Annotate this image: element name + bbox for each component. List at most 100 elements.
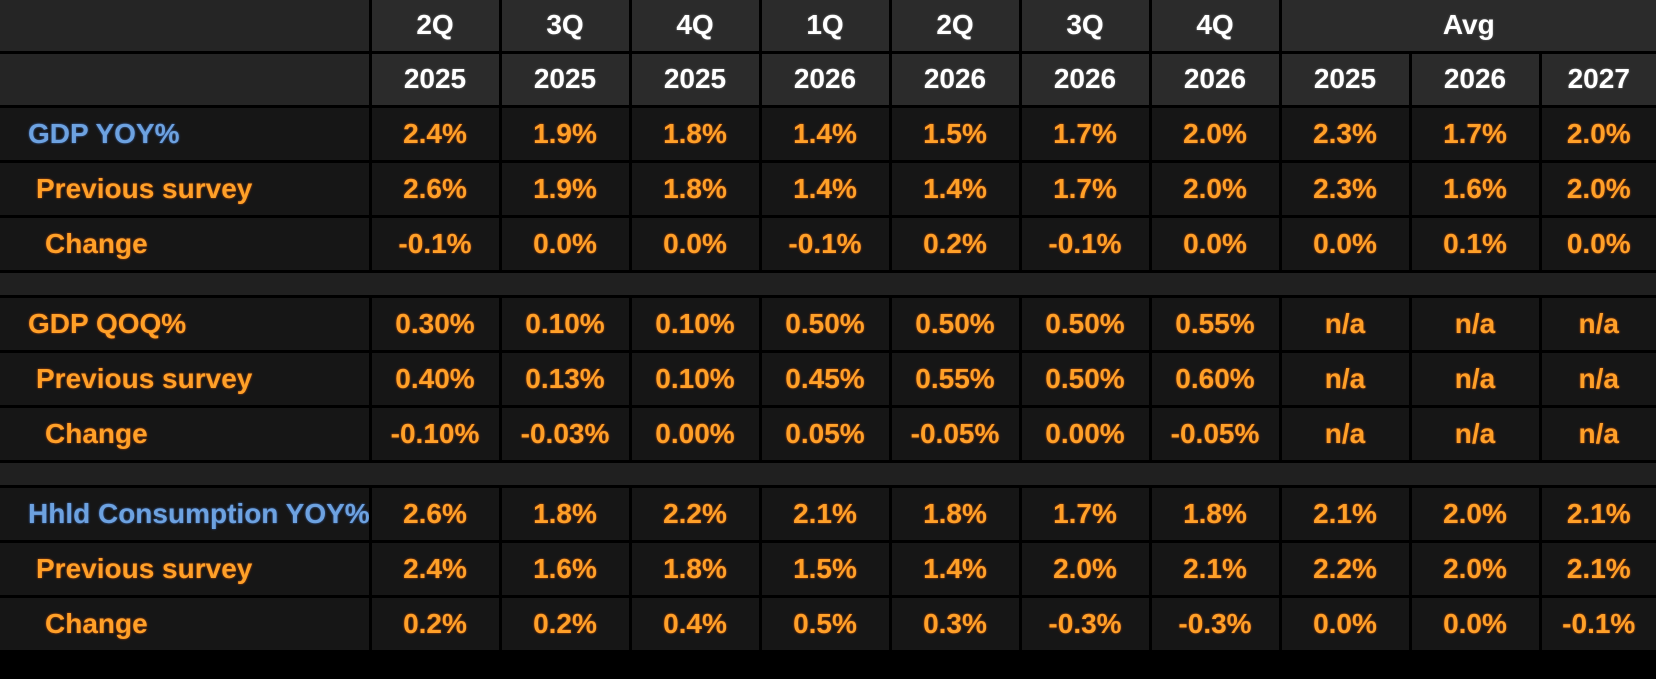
value-cell: 1.7% — [1018, 104, 1152, 163]
value-cell: -0.3% — [1018, 594, 1152, 653]
value-cell: 2.3% — [1278, 104, 1412, 163]
table-row: GDP YOY% 2.4% 1.9% 1.8% 1.4% 1.5% 1.7% 2.0% 2.3%… — [0, 104, 1656, 163]
table-header: 2Q 3Q 4Q 1Q 2Q 3Q 4Q Avg 2025 2025 2025 2026 2026 202… — [0, 0, 1656, 108]
value-cell: 0.0% — [1408, 594, 1542, 653]
value-cell: 1.7% — [1018, 159, 1152, 218]
row-label: Previous survey — [0, 539, 372, 598]
value-cell: 0.2% — [498, 594, 632, 653]
value-cell: 1.8% — [888, 484, 1022, 543]
value-cell: n/a — [1408, 349, 1542, 408]
value-cell: 2.6% — [368, 484, 502, 543]
year-header-cell: 2026 — [1018, 50, 1152, 108]
quarter-header-cell: 2Q — [368, 0, 502, 54]
value-cell: n/a — [1408, 294, 1542, 353]
value-cell: 1.6% — [1408, 159, 1542, 218]
value-cell: 0.55% — [888, 349, 1022, 408]
row-label-link[interactable]: GDP YOY% — [0, 104, 372, 163]
quarter-header-row: 2Q 3Q 4Q 1Q 2Q 3Q 4Q Avg — [0, 0, 1656, 54]
value-cell: -0.05% — [1148, 404, 1282, 463]
year-header-cell: 2025 — [498, 50, 632, 108]
value-cell: 0.10% — [498, 294, 632, 353]
value-cell: 0.0% — [628, 214, 762, 273]
value-cell: 2.2% — [1278, 539, 1412, 598]
section-gap-cell — [0, 459, 1656, 488]
value-cell: 0.45% — [758, 349, 892, 408]
value-cell: 1.9% — [498, 159, 632, 218]
value-cell: 1.6% — [498, 539, 632, 598]
row-label: Change — [0, 214, 372, 273]
value-cell: 0.10% — [628, 349, 762, 408]
value-cell: 0.40% — [368, 349, 502, 408]
row-label: Previous survey — [0, 349, 372, 408]
value-cell: -0.10% — [368, 404, 502, 463]
value-cell: 0.0% — [498, 214, 632, 273]
value-cell: n/a — [1278, 349, 1412, 408]
value-cell: 0.50% — [758, 294, 892, 353]
value-cell: 2.1% — [1278, 484, 1412, 543]
value-cell: 1.8% — [1148, 484, 1282, 543]
forecast-table: 2Q 3Q 4Q 1Q 2Q 3Q 4Q Avg 2025 2025 2025 2026 2026 202… — [0, 0, 1656, 653]
quarter-header-cell: 4Q — [628, 0, 762, 54]
year-header-cell: 2026 — [888, 50, 1022, 108]
year-header-cell: 2026 — [1148, 50, 1282, 108]
value-cell: 1.8% — [498, 484, 632, 543]
avg-header-cell: Avg — [1278, 0, 1656, 54]
value-cell: 0.0% — [1538, 214, 1656, 273]
value-cell: 1.8% — [628, 159, 762, 218]
row-label-link[interactable]: Hhld Consumption YOY% — [0, 484, 372, 543]
value-cell: 2.0% — [1018, 539, 1152, 598]
value-cell: 0.3% — [888, 594, 1022, 653]
table-row: Change -0.1% 0.0% 0.0% -0.1% 0.2% -0.1% 0.0% 0.0… — [0, 214, 1656, 273]
value-cell: 2.4% — [368, 539, 502, 598]
value-cell: 0.0% — [1148, 214, 1282, 273]
header-corner-cell — [0, 50, 372, 108]
value-cell: 1.4% — [758, 104, 892, 163]
value-cell: -0.05% — [888, 404, 1022, 463]
value-cell: n/a — [1278, 404, 1412, 463]
section-gap-row — [0, 269, 1656, 298]
value-cell: n/a — [1408, 404, 1542, 463]
table-row: Previous survey 2.6% 1.9% 1.8% 1.4% 1.4% 1.7% 2… — [0, 159, 1656, 218]
value-cell: 1.4% — [758, 159, 892, 218]
table-row: Previous survey 0.40% 0.13% 0.10% 0.45% 0.55%… — [0, 349, 1656, 408]
row-label: Change — [0, 404, 372, 463]
year-header-cell: 2025 — [628, 50, 762, 108]
value-cell: -0.3% — [1148, 594, 1282, 653]
year-header-cell: 2026 — [758, 50, 892, 108]
table-row: Change 0.2% 0.2% 0.4% 0.5% 0.3% -0.3% -0.3% 0.0%… — [0, 594, 1656, 653]
table-row: Hhld Consumption YOY% 2.6% 1.8% 2.2% 2.1% 1.8… — [0, 484, 1656, 543]
value-cell: n/a — [1538, 349, 1656, 408]
value-cell: 1.7% — [1018, 484, 1152, 543]
value-cell: 0.50% — [1018, 294, 1152, 353]
section-gap-row — [0, 459, 1656, 488]
row-label: Change — [0, 594, 372, 653]
table-body: GDP YOY% 2.4% 1.9% 1.8% 1.4% 1.5% 1.7% 2.0% 2.3%… — [0, 104, 1656, 653]
value-cell: 0.50% — [888, 294, 1022, 353]
value-cell: 2.1% — [1538, 539, 1656, 598]
value-cell: 0.0% — [1278, 594, 1412, 653]
value-cell: n/a — [1278, 294, 1412, 353]
value-cell: 0.5% — [758, 594, 892, 653]
value-cell: 0.05% — [758, 404, 892, 463]
row-label: Previous survey — [0, 159, 372, 218]
avg-year-header-cell: 2025 — [1278, 50, 1412, 108]
value-cell: 1.8% — [628, 539, 762, 598]
value-cell: 1.9% — [498, 104, 632, 163]
value-cell: 2.3% — [1278, 159, 1412, 218]
quarter-header-cell: 3Q — [1018, 0, 1152, 54]
value-cell: n/a — [1538, 294, 1656, 353]
value-cell: -0.1% — [758, 214, 892, 273]
value-cell: -0.1% — [1018, 214, 1152, 273]
value-cell: 1.7% — [1408, 104, 1542, 163]
value-cell: 0.2% — [888, 214, 1022, 273]
value-cell: -0.1% — [368, 214, 502, 273]
value-cell: 0.13% — [498, 349, 632, 408]
row-label: GDP QOQ% — [0, 294, 372, 353]
quarter-header-cell: 3Q — [498, 0, 632, 54]
value-cell: 0.4% — [628, 594, 762, 653]
value-cell: 2.0% — [1148, 159, 1282, 218]
value-cell: 2.1% — [758, 484, 892, 543]
avg-year-header-cell: 2026 — [1408, 50, 1542, 108]
table-row: Previous survey 2.4% 1.6% 1.8% 1.5% 1.4% 2.0% 2… — [0, 539, 1656, 598]
